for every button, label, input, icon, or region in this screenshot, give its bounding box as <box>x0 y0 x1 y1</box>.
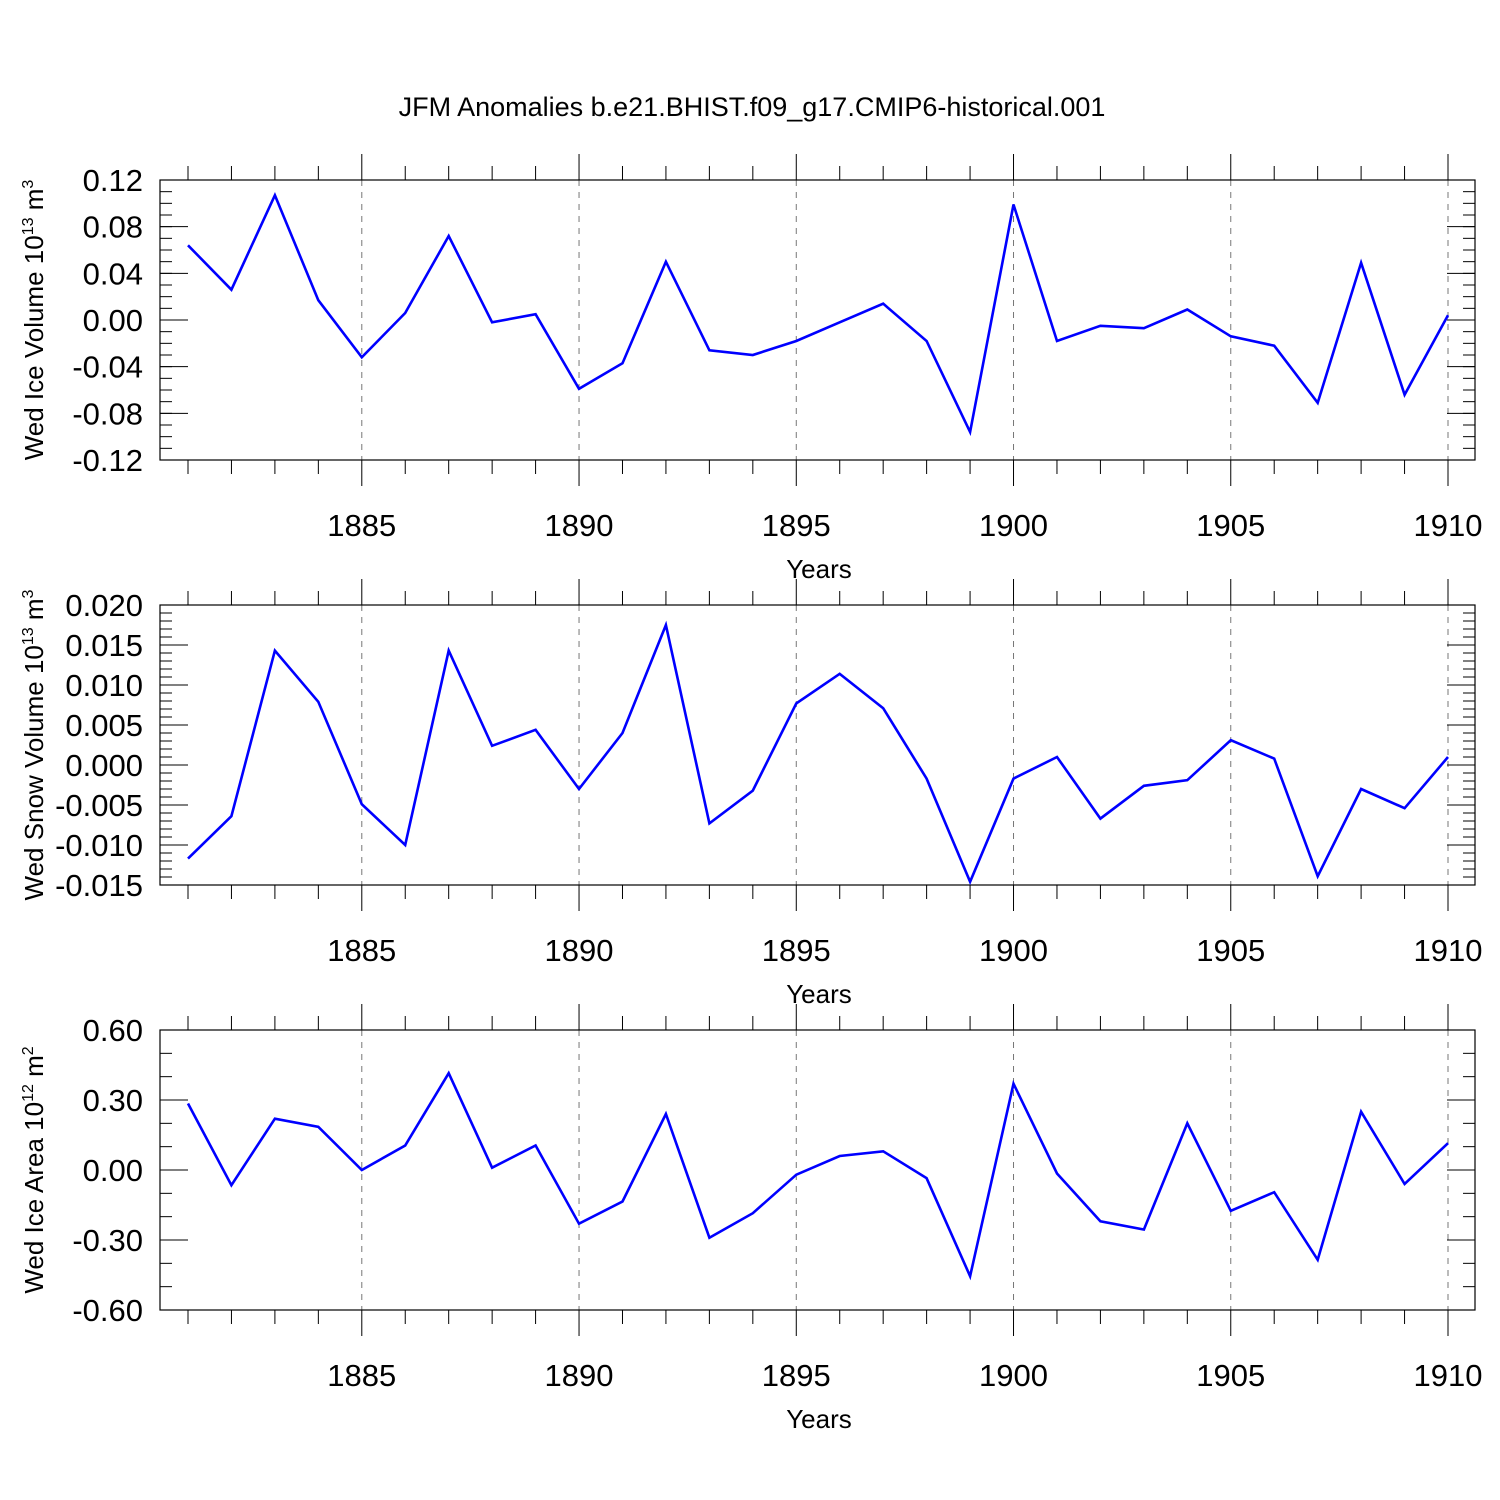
chart-panel-1: 1885 1890 1895 1900 1905 1910 Years 0.12 0.08 0.0… <box>19 154 1482 584</box>
y-tick-label: -0.60 <box>72 1293 143 1328</box>
panels: 1885 1890 1895 1900 1905 1910 Years 0.12 0.08 0.0… <box>19 154 1482 1434</box>
y-axis-label-unit: m <box>19 598 49 627</box>
x-tick-label: 1910 <box>1414 508 1483 543</box>
figure-title: JFM Anomalies b.e21.BHIST.f09_g17.CMIP6-… <box>399 92 1106 122</box>
x-tick-label: 1885 <box>327 933 396 968</box>
y-axis-label-text: Wed Ice Area 10 <box>19 1102 49 1294</box>
y-tick-label: 0.010 <box>65 668 143 703</box>
y-tick-label: 0.30 <box>83 1083 143 1118</box>
y-axis-label-exponent: 13 <box>20 627 37 645</box>
y-axis-label-text: Wed Snow Volume 10 <box>19 645 49 900</box>
x-tick-label: 1895 <box>762 933 831 968</box>
y-axis-label-unit-exponent: 3 <box>20 180 37 189</box>
x-tick-label: 1905 <box>1196 933 1265 968</box>
series-line <box>186 1070 1449 1281</box>
x-tick-label: 1900 <box>979 933 1048 968</box>
series-line <box>187 620 1449 886</box>
x-tick-label: 1895 <box>762 508 831 543</box>
plot-frame <box>159 604 1476 886</box>
x-tick-label: 1905 <box>1196 508 1265 543</box>
y-tick-label: 0.12 <box>83 163 143 198</box>
chart-panel-2: 1885 1890 1895 1900 1905 1910 Years 0.020 0.015 0… <box>19 579 1482 1009</box>
y-axis-label-unit-exponent: 2 <box>20 1046 37 1055</box>
y-tick-label: 0.08 <box>83 210 143 245</box>
x-axis-label: Years <box>786 1404 852 1434</box>
y-tick-label: -0.005 <box>55 788 143 823</box>
y-tick-label: -0.015 <box>55 868 143 903</box>
y-tick-label: 0.04 <box>83 256 143 291</box>
y-tick-label: -0.12 <box>72 443 143 478</box>
x-tick-label: 1900 <box>979 508 1048 543</box>
x-axis-label: Years <box>786 979 852 1009</box>
y-tick-label: -0.010 <box>55 828 143 863</box>
y-tick-label: 0.020 <box>65 588 143 623</box>
y-tick-label: 0.00 <box>83 1153 143 1188</box>
y-tick-label: -0.30 <box>72 1223 143 1258</box>
y-tick-label: -0.08 <box>72 396 143 431</box>
x-tick-label: 1910 <box>1414 933 1483 968</box>
x-tick-label: 1895 <box>762 1358 831 1393</box>
x-tick-label: 1890 <box>545 508 614 543</box>
y-axis-label-exponent: 13 <box>20 217 37 235</box>
y-axis-label-unit-exponent: 3 <box>20 589 37 598</box>
y-tick-label: 0.015 <box>65 628 143 663</box>
y-axis-label: Wed Ice Area 1012 m2 <box>19 1046 49 1293</box>
x-tick-label: 1905 <box>1196 1358 1265 1393</box>
x-tick-label: 1900 <box>979 1358 1048 1393</box>
y-tick-label: 0.00 <box>83 303 143 338</box>
y-axis-label-unit: m <box>19 189 49 218</box>
y-tick-label: -0.04 <box>72 350 143 385</box>
plot-frame <box>159 179 1476 461</box>
y-axis-label-unit: m <box>19 1055 49 1084</box>
y-axis-label-exponent: 12 <box>20 1084 37 1102</box>
plot-frame <box>159 1029 1476 1311</box>
chart-panel-3: 1885 1890 1895 1900 1905 1910 Years 0.60 0.30 0.0… <box>19 1004 1482 1434</box>
x-tick-label: 1885 <box>327 508 396 543</box>
x-tick-label: 1890 <box>545 1358 614 1393</box>
y-tick-label: 0.000 <box>65 748 143 783</box>
y-axis-label: Wed Ice Volume 1013 m3 <box>19 180 49 461</box>
y-tick-label: 0.005 <box>65 708 143 743</box>
x-tick-label: 1910 <box>1414 1358 1483 1393</box>
y-axis-label-text: Wed Ice Volume 10 <box>19 235 49 460</box>
x-tick-label: 1885 <box>327 1358 396 1393</box>
y-tick-label: 0.60 <box>83 1013 143 1048</box>
series-line <box>187 191 1450 437</box>
y-axis-label: Wed Snow Volume 1013 m3 <box>19 589 49 900</box>
x-tick-label: 1890 <box>545 933 614 968</box>
x-axis-label: Years <box>786 554 852 584</box>
